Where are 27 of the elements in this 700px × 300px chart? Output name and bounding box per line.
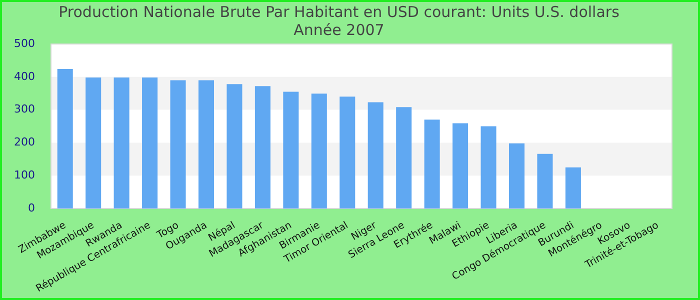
bar: [198, 80, 214, 209]
bar: [170, 80, 186, 209]
bar: [283, 92, 299, 209]
text: Année 2007: [294, 20, 384, 39]
bar: [452, 123, 468, 209]
bar: [424, 120, 440, 209]
bar: [565, 167, 581, 209]
bar: [57, 69, 73, 209]
y-tick-label: 400: [14, 70, 35, 83]
bar: [311, 94, 327, 209]
bar: [396, 107, 412, 209]
y-tick-label: 300: [14, 102, 35, 116]
bar: [226, 84, 242, 209]
bar: [142, 78, 158, 209]
bar: [254, 86, 270, 209]
bar: [480, 126, 496, 209]
bar: [340, 96, 356, 209]
bar: [114, 78, 130, 209]
bar: [368, 102, 384, 209]
y-tick-label: 500: [14, 36, 35, 50]
y-tick-label: 100: [14, 168, 35, 182]
y-tick-label: 0: [28, 201, 35, 214]
y-tick-label: 200: [14, 136, 35, 149]
text: Production Nationale Brute Par Habitant en USD courant: Units U.S. dollars: [58, 2, 620, 21]
bar: [508, 143, 525, 209]
bar: [537, 154, 553, 209]
bar: [86, 78, 102, 209]
